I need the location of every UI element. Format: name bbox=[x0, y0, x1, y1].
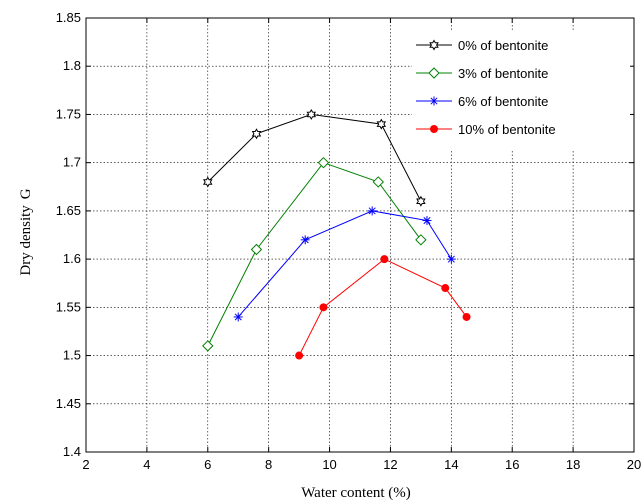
data-point-marker bbox=[415, 234, 427, 246]
y-tick-label: 1.65 bbox=[56, 203, 81, 218]
legend-label: 6% of bentonite bbox=[458, 94, 548, 109]
series-1 bbox=[203, 108, 426, 207]
data-point-marker bbox=[376, 118, 387, 130]
legend-item: 6% of bentonite bbox=[416, 94, 548, 109]
data-point-marker bbox=[380, 255, 389, 264]
data-point-marker-stroke bbox=[423, 216, 431, 225]
series-2 bbox=[202, 156, 427, 352]
data-point-marker-stroke bbox=[447, 255, 455, 263]
legend-label: 10% of bentonite bbox=[458, 122, 556, 137]
grid bbox=[86, 18, 634, 452]
y-axis-label-symbol: G bbox=[18, 188, 34, 199]
data-point-marker bbox=[446, 254, 456, 264]
legend-item: 0% of bentonite bbox=[416, 38, 548, 53]
data-point-marker bbox=[251, 128, 262, 140]
data-point-marker bbox=[441, 284, 450, 293]
x-tick-label: 4 bbox=[143, 457, 150, 472]
y-tick-label: 1.6 bbox=[63, 251, 81, 266]
data-point-marker-stroke bbox=[430, 97, 438, 105]
data-point-marker bbox=[372, 176, 384, 188]
x-axis-label: Water content (%) bbox=[301, 485, 411, 500]
x-tick-label: 20 bbox=[627, 457, 641, 472]
x-tick-label: 2 bbox=[82, 457, 89, 472]
y-tick-label: 1.75 bbox=[56, 106, 81, 121]
data-point-marker bbox=[429, 96, 439, 106]
series-line bbox=[237, 210, 452, 318]
data-point-marker-stroke bbox=[234, 313, 242, 321]
y-tick-label: 1.85 bbox=[56, 10, 81, 25]
y-axis-label: Dry density G bbox=[18, 188, 34, 275]
data-point-marker bbox=[319, 303, 328, 312]
data-point-marker bbox=[300, 235, 310, 245]
data-point-marker bbox=[202, 340, 214, 352]
series-3 bbox=[233, 206, 456, 322]
data-point-marker-stroke bbox=[368, 207, 376, 215]
legend-label: 3% of bentonite bbox=[458, 66, 548, 81]
data-point-marker bbox=[367, 206, 377, 216]
data-point-marker bbox=[250, 243, 263, 256]
data-point-marker bbox=[295, 351, 304, 360]
data-point-marker bbox=[430, 125, 438, 133]
x-tick-label: 16 bbox=[505, 457, 519, 472]
plot-area bbox=[85, 17, 635, 453]
data-point-marker bbox=[462, 312, 471, 321]
data-point-marker-stroke bbox=[301, 236, 309, 244]
x-tick-label: 6 bbox=[204, 457, 211, 472]
series-4 bbox=[295, 255, 471, 360]
data-point-marker bbox=[422, 216, 432, 226]
y-axis-label-text: Dry density bbox=[18, 205, 34, 276]
y-tick-label: 1.45 bbox=[56, 396, 81, 411]
x-tick-label: 10 bbox=[322, 457, 336, 472]
axis-ticks: 2 4 6 8 10 12 14 16 18 20 1.4 1.45 1.5 1.55 1.6 1.65 1.7… bbox=[56, 10, 642, 472]
data-point-marker bbox=[428, 67, 440, 79]
legend-label: 0% of bentonite bbox=[458, 38, 548, 53]
y-tick-label: 1.55 bbox=[56, 299, 81, 314]
y-tick-label: 1.4 bbox=[63, 444, 81, 459]
data-point-marker bbox=[233, 312, 243, 322]
y-tick-label: 1.8 bbox=[63, 58, 81, 73]
data-point-marker bbox=[306, 108, 317, 120]
data-point-marker bbox=[416, 195, 426, 207]
data-point-marker bbox=[317, 156, 330, 169]
y-tick-label: 1.5 bbox=[63, 348, 81, 363]
x-tick-label: 12 bbox=[383, 457, 397, 472]
data-point-marker bbox=[429, 39, 439, 51]
y-tick-label: 1.7 bbox=[63, 155, 81, 170]
series-line bbox=[207, 113, 422, 202]
data-series bbox=[202, 108, 471, 360]
x-tick-label: 14 bbox=[444, 457, 458, 472]
data-point-marker bbox=[203, 176, 213, 188]
legend: 0% of bentonite 3% of bentonite 6% of bent… bbox=[412, 31, 630, 149]
legend-item: 10% of bentonite bbox=[416, 122, 556, 137]
x-tick-label: 18 bbox=[566, 457, 580, 472]
legend-item: 3% of bentonite bbox=[416, 66, 548, 81]
x-tick-label: 8 bbox=[265, 457, 272, 472]
